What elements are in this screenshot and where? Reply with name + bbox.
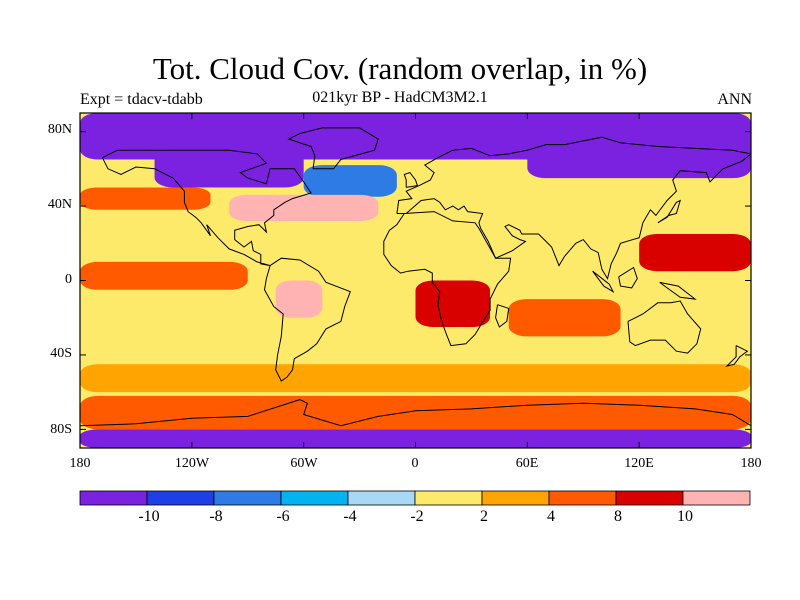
- lat-tick: 40S: [50, 346, 72, 361]
- anomaly-region: [80, 364, 751, 393]
- lon-tick: 60E: [515, 456, 539, 471]
- coastline: [725, 345, 749, 368]
- coastline: [383, 211, 512, 347]
- colorbar-label: -2: [410, 508, 424, 525]
- coastline: [287, 127, 379, 170]
- lon-tick: 180: [69, 456, 91, 471]
- colorbar-swatch: [280, 490, 349, 506]
- anomaly-region: [154, 146, 304, 188]
- colorbar-label: -8: [209, 508, 223, 525]
- lat-tick: 80N: [47, 122, 72, 137]
- map-field: [80, 113, 751, 448]
- colorbar-swatch: [414, 490, 483, 506]
- anomaly-region: [639, 233, 751, 272]
- coastline: [618, 266, 638, 289]
- coastline: [657, 199, 681, 224]
- season-label: ANN: [717, 91, 752, 108]
- coastline: [627, 300, 702, 354]
- coastline: [396, 136, 751, 280]
- experiment-label: Expt = tdacv-tdabb: [80, 91, 203, 108]
- coastline: [403, 172, 419, 188]
- colorbar-label: 8: [614, 508, 622, 525]
- anomaly-region: [527, 140, 751, 179]
- anomaly-region: [80, 261, 248, 290]
- lat-tick: 0: [65, 272, 72, 287]
- colorbar-label: -4: [343, 508, 357, 525]
- coastlines: [80, 127, 751, 427]
- coastline: [80, 399, 751, 427]
- colorbar-swatch: [347, 490, 416, 506]
- colorbar-swatch: [213, 490, 282, 506]
- anomaly-region: [80, 429, 751, 448]
- anomaly-region: [303, 165, 397, 197]
- lat-tick: 40N: [47, 197, 72, 212]
- plot-title: Tot. Cloud Cov. (random overlap, in %): [152, 51, 648, 86]
- colorbar-swatch: [615, 490, 684, 506]
- axis-ticks: [79, 113, 752, 448]
- anomaly-region: [229, 194, 379, 221]
- plot-subtitle: 021kyr BP - HadCM3M2.1: [312, 89, 488, 106]
- colorbar-label: -10: [138, 508, 160, 525]
- coastline: [263, 257, 351, 382]
- coastline: [659, 281, 697, 300]
- colorbar-label: 4: [547, 508, 555, 525]
- anomaly-region: [80, 395, 751, 430]
- colorbar-label: 10: [677, 508, 693, 525]
- anomaly-region: [80, 187, 211, 210]
- colorbar-swatch: [79, 490, 148, 506]
- colorbar: [79, 490, 751, 506]
- colorbar-label: 2: [480, 508, 488, 525]
- lon-tick: 60W: [290, 456, 318, 471]
- lat-tick: 80S: [50, 422, 72, 437]
- anomaly-region: [415, 280, 491, 328]
- colorbar-label: -6: [276, 508, 290, 525]
- anomaly-region: [508, 299, 621, 337]
- lon-tick: 180: [740, 456, 762, 471]
- lon-tick: 120E: [624, 456, 654, 471]
- colorbar-swatch: [146, 490, 215, 506]
- colorbar-swatch: [481, 490, 550, 506]
- lon-tick: 120W: [174, 456, 210, 471]
- coastline: [592, 270, 615, 294]
- coastline: [101, 149, 312, 267]
- lon-tick: 0: [411, 456, 419, 471]
- anomaly-region: [275, 280, 323, 318]
- colorbar-swatch: [682, 490, 751, 506]
- coastline: [495, 304, 510, 328]
- colorbar-swatch: [548, 490, 617, 506]
